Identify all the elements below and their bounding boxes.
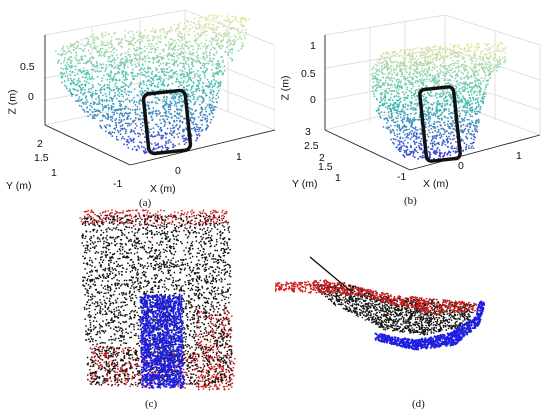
- highlight-box: [141, 88, 193, 156]
- caption-d: (d): [412, 398, 425, 410]
- z-tick: 0: [310, 94, 316, 106]
- y-tick: 3: [305, 126, 311, 138]
- colored-point-cloud: [54, 14, 250, 155]
- y-tick: 2: [37, 138, 43, 150]
- black-line-segment: [309, 256, 354, 294]
- x-tick: 0: [458, 160, 464, 172]
- y-tick: 1.5: [318, 161, 333, 173]
- caption-a: (a): [139, 197, 152, 209]
- x-tick: -1: [397, 171, 407, 183]
- blue-points: [374, 300, 486, 351]
- y-axis-label: Y (m): [292, 178, 318, 190]
- point-cloud-front-view-c: [79, 209, 236, 391]
- caption-b: (b): [404, 195, 417, 207]
- y-axis-label: Y (m): [6, 180, 32, 192]
- z-tick: 0.5: [301, 68, 316, 80]
- blue-points: [139, 294, 185, 389]
- point-cloud-side-view-d: [275, 256, 486, 351]
- panel-b: Z (m) 1 0.5 0 3 2.5 2 1.5 1 Y (m) -1 0 1…: [275, 0, 550, 215]
- panel-c: (c): [0, 205, 275, 415]
- black-points: [81, 214, 233, 386]
- z-tick: 0.5: [20, 61, 35, 73]
- colored-point-cloud: [370, 41, 507, 160]
- red-points: [275, 279, 483, 316]
- point-cloud-3d-plot-b: [324, 14, 541, 171]
- panel-a: Z (m) 0.5 0 2 1.5 1 Y (m) -1 0 1 X (m) (…: [0, 0, 275, 215]
- z-axis-label: Z (m): [6, 89, 19, 115]
- x-tick: -1: [113, 178, 123, 190]
- x-axis-label: X (m): [423, 178, 449, 190]
- z-tick: 1: [310, 40, 316, 52]
- panel-d: (d): [275, 205, 550, 415]
- axes: [324, 35, 541, 171]
- x-tick: 0: [175, 165, 181, 177]
- axes: [44, 35, 275, 166]
- y-tick: 2: [319, 152, 325, 164]
- caption-c: (c): [145, 398, 158, 410]
- y-tick: 1: [51, 167, 57, 179]
- x-axis-label: X (m): [150, 183, 176, 195]
- point-cloud-3d-plot-a: [44, 9, 275, 166]
- y-tick: 1: [335, 172, 341, 184]
- highlight-box: [418, 85, 462, 163]
- z-tick: 0: [28, 91, 34, 103]
- y-tick: 1.5: [34, 152, 49, 164]
- z-axis-label: Z (m): [279, 75, 292, 101]
- y-tick: 2.5: [304, 140, 319, 152]
- x-tick: 1: [236, 151, 242, 163]
- x-tick: 1: [516, 150, 522, 162]
- black-points: [309, 256, 475, 336]
